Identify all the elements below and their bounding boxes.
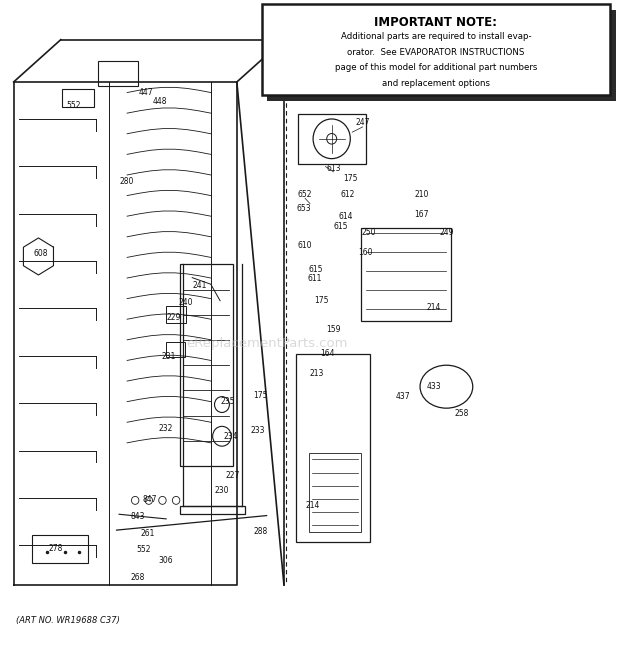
Text: 159: 159 xyxy=(326,325,341,334)
Text: 552: 552 xyxy=(136,545,151,555)
Text: 615: 615 xyxy=(334,222,348,231)
Text: 160: 160 xyxy=(358,248,373,257)
Text: 235: 235 xyxy=(221,397,236,406)
Bar xyxy=(309,453,361,532)
Text: 615: 615 xyxy=(309,264,324,274)
Text: 610: 610 xyxy=(298,241,312,251)
Text: 175: 175 xyxy=(314,295,329,305)
Text: 278: 278 xyxy=(48,544,63,553)
Text: 614: 614 xyxy=(339,212,353,221)
Text: eReplacementParts.com: eReplacementParts.com xyxy=(186,337,347,350)
Text: page of this model for additional part numbers: page of this model for additional part n… xyxy=(335,63,537,73)
Text: 447: 447 xyxy=(138,88,153,97)
Text: 233: 233 xyxy=(250,426,265,436)
Text: 250: 250 xyxy=(361,228,376,237)
Text: 231: 231 xyxy=(161,352,176,362)
Text: 653: 653 xyxy=(296,204,311,214)
Bar xyxy=(166,306,186,323)
Bar xyxy=(166,342,185,357)
Text: 247: 247 xyxy=(355,118,370,127)
Text: 552: 552 xyxy=(66,101,81,110)
Text: 613: 613 xyxy=(326,164,341,173)
Text: 437: 437 xyxy=(396,392,410,401)
Bar xyxy=(98,61,138,86)
Text: 847: 847 xyxy=(143,494,157,504)
Text: Additional parts are required to install evap-: Additional parts are required to install… xyxy=(340,32,531,41)
Bar xyxy=(180,264,232,466)
Text: 241: 241 xyxy=(192,281,207,290)
Text: 249: 249 xyxy=(439,228,454,237)
Text: 230: 230 xyxy=(215,486,229,495)
Text: 175: 175 xyxy=(253,391,268,400)
Text: 213: 213 xyxy=(309,369,324,378)
Text: 611: 611 xyxy=(308,274,322,284)
Bar xyxy=(262,4,610,95)
Text: 448: 448 xyxy=(153,97,167,106)
Text: 227: 227 xyxy=(225,471,240,481)
Text: 164: 164 xyxy=(320,349,335,358)
Text: and replacement options: and replacement options xyxy=(382,79,490,89)
Bar xyxy=(180,506,245,514)
Text: 232: 232 xyxy=(159,424,174,433)
Text: 210: 210 xyxy=(414,190,429,199)
Text: (ART NO. WR19688 C37): (ART NO. WR19688 C37) xyxy=(16,615,120,625)
Text: 214: 214 xyxy=(306,501,321,510)
Text: IMPORTANT NOTE:: IMPORTANT NOTE: xyxy=(374,16,497,29)
Text: 843: 843 xyxy=(130,512,145,522)
Text: 240: 240 xyxy=(179,297,193,307)
Bar xyxy=(32,535,88,563)
Text: 288: 288 xyxy=(254,527,267,536)
Text: 229: 229 xyxy=(166,313,181,323)
Text: 268: 268 xyxy=(130,572,145,582)
Text: orator.  See EVAPORATOR INSTRUCTIONS: orator. See EVAPORATOR INSTRUCTIONS xyxy=(347,48,525,57)
Text: 261: 261 xyxy=(140,529,155,538)
Text: 258: 258 xyxy=(454,408,469,418)
Text: 652: 652 xyxy=(298,190,312,199)
Text: 433: 433 xyxy=(427,382,441,391)
Text: 175: 175 xyxy=(343,174,358,183)
Bar xyxy=(62,89,94,107)
Text: 612: 612 xyxy=(340,190,355,199)
Bar xyxy=(267,10,616,101)
Text: 306: 306 xyxy=(159,556,174,565)
Text: 280: 280 xyxy=(119,176,134,186)
Text: 167: 167 xyxy=(414,210,429,219)
Text: 234: 234 xyxy=(223,432,238,441)
Bar xyxy=(361,228,451,321)
Bar xyxy=(296,354,370,542)
Bar xyxy=(298,114,366,163)
Text: 214: 214 xyxy=(427,303,441,312)
Text: 608: 608 xyxy=(33,249,48,258)
